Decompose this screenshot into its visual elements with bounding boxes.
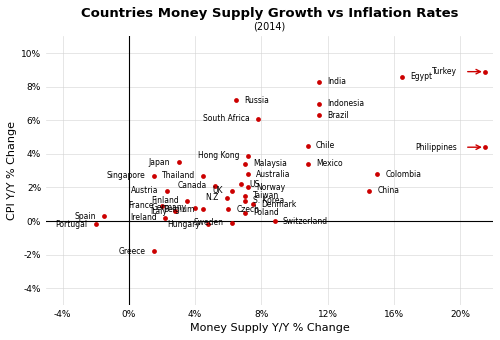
- Point: [204, 222, 212, 227]
- X-axis label: Money Supply Y/Y % Change: Money Supply Y/Y % Change: [190, 323, 350, 333]
- Text: Portugal: Portugal: [56, 220, 88, 229]
- Text: Chile: Chile: [316, 141, 335, 150]
- Text: Canada: Canada: [178, 181, 206, 190]
- Point: [249, 202, 257, 207]
- Point: [304, 143, 312, 148]
- Text: Singapore: Singapore: [106, 171, 146, 180]
- Point: [191, 205, 199, 210]
- Point: [183, 198, 191, 204]
- Text: Australia: Australia: [256, 170, 291, 178]
- Text: Colombia: Colombia: [386, 170, 422, 178]
- Point: [481, 144, 489, 150]
- Point: [315, 113, 323, 118]
- Text: Denmark: Denmark: [262, 200, 296, 209]
- Text: (2014): (2014): [254, 21, 286, 31]
- Text: Thailand: Thailand: [162, 171, 195, 180]
- Point: [244, 185, 252, 190]
- Point: [158, 203, 166, 209]
- Point: [254, 116, 262, 121]
- Text: US: US: [250, 180, 260, 189]
- Text: Hong Kong: Hong Kong: [198, 151, 240, 160]
- Text: N.Z: N.Z: [205, 193, 218, 202]
- Point: [365, 188, 373, 193]
- Point: [315, 101, 323, 106]
- Point: [373, 171, 381, 177]
- Text: Turkey: Turkey: [432, 67, 456, 76]
- Point: [240, 161, 248, 167]
- Text: India: India: [328, 77, 346, 86]
- Point: [163, 188, 171, 193]
- Text: Czech: Czech: [236, 205, 260, 214]
- Text: Sweden: Sweden: [193, 218, 223, 227]
- Point: [150, 249, 158, 254]
- Point: [162, 215, 170, 220]
- Text: China: China: [377, 186, 399, 196]
- Text: Spain: Spain: [74, 211, 96, 221]
- Text: Malaysia: Malaysia: [253, 159, 287, 169]
- Point: [304, 161, 312, 167]
- Point: [211, 183, 219, 189]
- Text: Germany: Germany: [152, 203, 187, 212]
- Title: Countries Money Supply Growth vs Inflation Rates: Countries Money Supply Growth vs Inflati…: [81, 7, 458, 20]
- Point: [481, 69, 489, 74]
- Text: Greece: Greece: [118, 247, 146, 256]
- Point: [200, 207, 207, 212]
- Text: Poland: Poland: [253, 208, 279, 217]
- Point: [398, 74, 406, 80]
- Text: Hungary: Hungary: [167, 220, 200, 229]
- Point: [232, 98, 240, 103]
- Point: [240, 198, 248, 204]
- Point: [240, 210, 248, 216]
- Text: Brazil: Brazil: [328, 111, 349, 120]
- Y-axis label: CPI Y/Y % Change: CPI Y/Y % Change: [7, 121, 17, 220]
- Point: [171, 208, 179, 214]
- Point: [228, 220, 235, 225]
- Text: Japan: Japan: [149, 158, 171, 167]
- Text: S. Korea: S. Korea: [253, 197, 284, 205]
- Text: Russia: Russia: [244, 96, 270, 105]
- Text: UK: UK: [212, 186, 223, 196]
- Point: [244, 153, 252, 158]
- Point: [174, 159, 182, 165]
- Point: [270, 218, 278, 224]
- Text: Philippines: Philippines: [415, 143, 457, 152]
- Text: Norway: Norway: [256, 183, 286, 192]
- Point: [100, 213, 108, 219]
- Text: Austria: Austria: [131, 186, 158, 196]
- Text: South Africa: South Africa: [203, 114, 250, 123]
- Point: [200, 173, 207, 178]
- Text: Ireland: Ireland: [130, 213, 157, 222]
- Point: [92, 222, 100, 227]
- Point: [224, 207, 232, 212]
- Point: [244, 171, 252, 177]
- Text: Belgium: Belgium: [164, 205, 195, 214]
- Text: Italy: Italy: [150, 206, 167, 216]
- Point: [238, 182, 246, 187]
- Text: Switzerland: Switzerland: [283, 217, 328, 225]
- Text: France: France: [128, 202, 154, 210]
- Point: [240, 193, 248, 199]
- Text: Finland: Finland: [151, 197, 178, 205]
- Text: Mexico: Mexico: [316, 159, 342, 169]
- Point: [228, 188, 235, 193]
- Text: Egypt: Egypt: [410, 72, 432, 81]
- Point: [150, 173, 158, 178]
- Text: Taiwan: Taiwan: [253, 191, 280, 200]
- Text: Indonesia: Indonesia: [328, 99, 364, 108]
- Point: [222, 195, 230, 200]
- Point: [315, 79, 323, 84]
